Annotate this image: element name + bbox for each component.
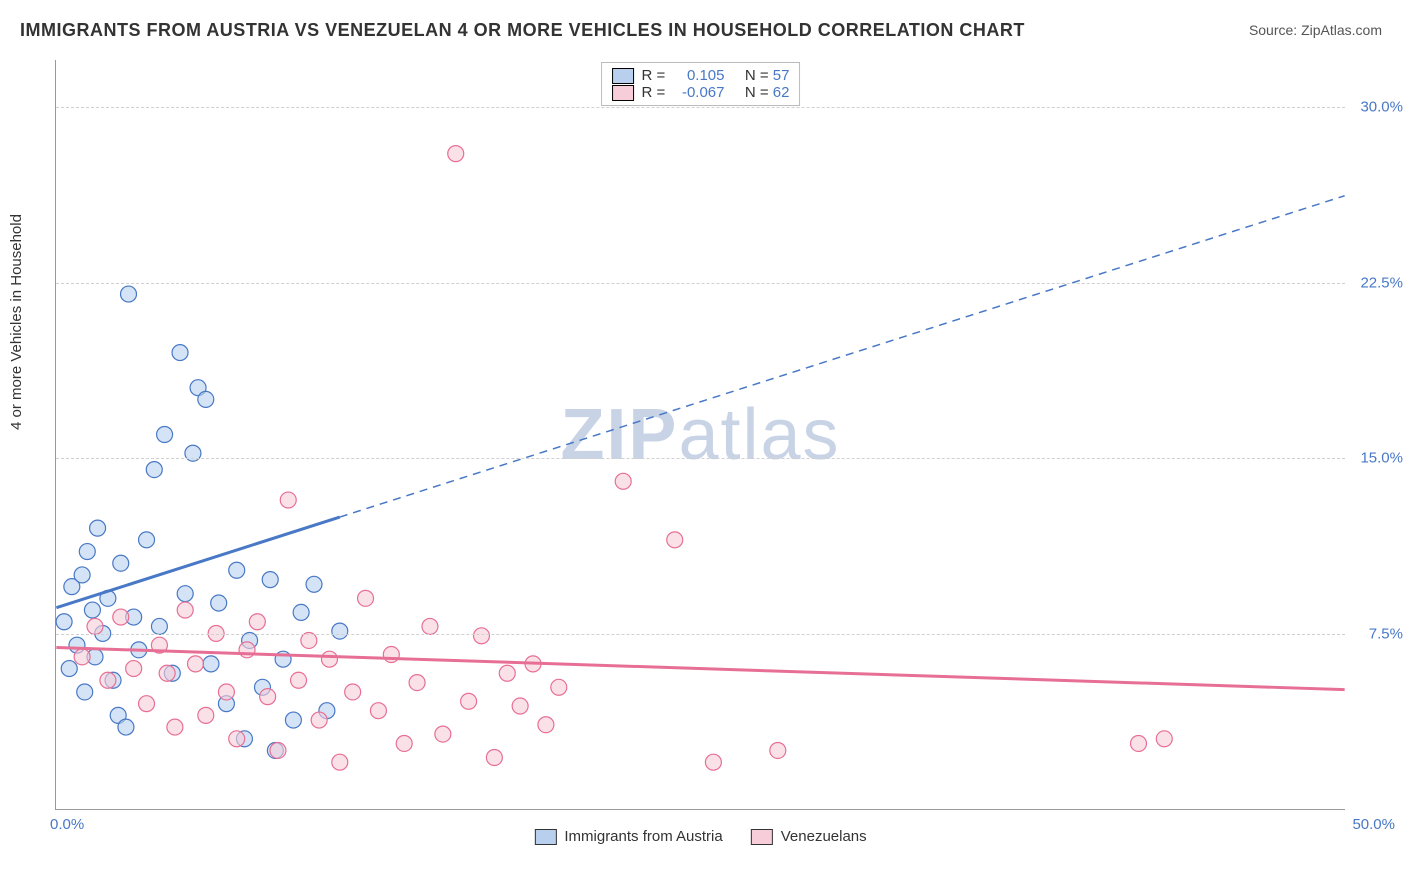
grid-line bbox=[56, 634, 1345, 635]
y-axis-label: 4 or more Vehicles in Household bbox=[8, 214, 25, 430]
plot-area: ZIPatlas R = 0.105 N = 57 R = -0.067 N =… bbox=[55, 60, 1345, 810]
series-legend: Immigrants from Austria Venezuelans bbox=[534, 828, 866, 845]
x-tick-min: 0.0% bbox=[50, 816, 84, 833]
legend-item-austria: Immigrants from Austria bbox=[534, 828, 722, 845]
grid-line bbox=[56, 107, 1345, 108]
legend-label-austria: Immigrants from Austria bbox=[564, 828, 722, 845]
chart-svg bbox=[56, 60, 1345, 809]
legend-item-venezuelan: Venezuelans bbox=[751, 828, 867, 845]
y-tick-label: 15.0% bbox=[1349, 450, 1403, 467]
swatch-austria-icon bbox=[534, 829, 556, 845]
x-tick-max: 50.0% bbox=[1352, 816, 1395, 833]
legend-label-venezuelan: Venezuelans bbox=[781, 828, 867, 845]
y-tick-label: 22.5% bbox=[1349, 274, 1403, 291]
y-tick-label: 30.0% bbox=[1349, 98, 1403, 115]
swatch-venezuelan-icon bbox=[751, 829, 773, 845]
chart-title: IMMIGRANTS FROM AUSTRIA VS VENEZUELAN 4 … bbox=[20, 20, 1025, 41]
source-attribution: Source: ZipAtlas.com bbox=[1249, 22, 1382, 38]
grid-line bbox=[56, 458, 1345, 459]
y-tick-label: 7.5% bbox=[1349, 626, 1403, 643]
grid-line bbox=[56, 283, 1345, 284]
